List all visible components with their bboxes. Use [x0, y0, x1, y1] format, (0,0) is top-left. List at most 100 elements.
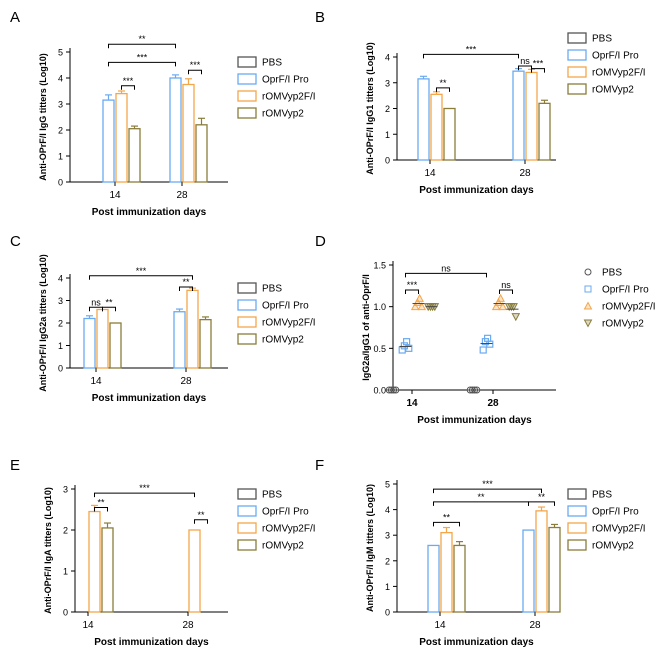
legend-item-romvyp2f-i-swatch [567, 522, 587, 534]
bar-oprf-i-pro [173, 311, 186, 369]
significance-label: ** [439, 78, 447, 88]
legend-item-romvyp2-swatch [567, 539, 587, 551]
significance-label: ** [138, 34, 146, 44]
bar-romvyp2f-i [186, 289, 199, 369]
significance-label: ** [182, 277, 190, 287]
significance-bracket [499, 289, 513, 294]
significance-bracket [518, 65, 532, 71]
x-tick-label: 28 [519, 168, 531, 179]
legend-item-pbs-label: PBS [262, 58, 282, 69]
legend-item-romvyp2f-i-label: rOMVyp2F/I [262, 92, 316, 103]
point-oprf-i-pro [479, 346, 487, 354]
y-tick-label: 1.0 [373, 302, 386, 312]
y-tick-label: 0 [385, 608, 390, 618]
point-romvyp2f-i [491, 302, 501, 311]
panel-b: B 0 1 2 3 4 14 28 Post immunization days Anti-OPr… [315, 9, 646, 196]
y-tick-label: 2 [63, 526, 68, 536]
panel-f: F 0 1 2 3 4 5 14 28 Post immunization days Anti-OP… [315, 457, 646, 648]
significance-label: ns [520, 56, 530, 66]
bar-romvyp2 [548, 526, 561, 613]
point-romvyp2f-i [415, 293, 424, 302]
panel-d: D 0.0 0.5 1.0 1.5 14 28 Post immunization days I… [315, 233, 656, 426]
bar-romvyp2 [195, 124, 208, 183]
x-axis-label: Post immunization days [419, 637, 534, 648]
significance-bracket [121, 85, 135, 90]
x-tick-label: 28 [176, 190, 188, 201]
significance-bracket [423, 53, 519, 59]
point-oprf-i-pro [486, 340, 494, 348]
y-tick-label: 1 [58, 152, 63, 162]
significance-bracket [531, 68, 545, 73]
point-oprf-i-pro [405, 344, 413, 352]
legend-item-oprf-i-pro-label: OprF/I Pro [592, 507, 639, 518]
bar-oprf-i-pro [512, 70, 525, 161]
y-tick-label: 1.5 [373, 261, 386, 271]
legend-item-oprf-i-pro-label: OprF/I Pro [262, 507, 309, 518]
panel-label: D [315, 233, 326, 250]
bar-oprf-i-pro [427, 544, 440, 613]
y-tick-label: 5 [385, 480, 390, 490]
legend-item-pbs-label: PBS [592, 34, 612, 45]
y-tick-label: 2 [58, 319, 63, 329]
legend-item-romvyp2-label: rOMVyp2 [592, 541, 634, 552]
significance-label: ** [443, 512, 451, 522]
bar-romvyp2 [109, 322, 122, 369]
significance-bracket [436, 87, 450, 92]
legend-item-oprf-i-pro-swatch [567, 49, 587, 61]
y-tick-label: 2 [385, 556, 390, 566]
y-tick-label: 4 [385, 53, 390, 63]
significance-bracket [433, 488, 542, 494]
legend-item-oprf-i-pro-swatch [237, 299, 257, 311]
bar-romvyp2f-i [96, 308, 109, 369]
significance-bracket [94, 506, 108, 512]
y-tick-label: 0 [58, 178, 63, 188]
bar-romvyp2 [128, 128, 141, 183]
point-romvyp2f-i [496, 293, 505, 302]
y-tick-label: 4 [58, 74, 63, 84]
point-oprf-i-pro [398, 346, 406, 354]
y-tick-label: 1 [63, 567, 68, 577]
y-tick-label: 1 [385, 582, 390, 592]
significance-bracket [194, 519, 208, 524]
bar-romvyp2 [453, 544, 466, 613]
bar-romvyp2 [199, 318, 212, 369]
x-tick-label: 14 [424, 168, 436, 179]
legend-item-romvyp2f-i-label: rOMVyp2F/I [592, 524, 646, 535]
significance-label: ** [97, 497, 105, 507]
y-tick-label: 3 [63, 485, 68, 495]
significance-bracket [89, 275, 193, 280]
bar-oprf-i-pro [522, 529, 535, 613]
x-tick-label: 14 [109, 190, 121, 201]
point-romvyp2f-i [498, 302, 508, 311]
significance-label: *** [533, 59, 544, 69]
bar-oprf-i-pro [169, 77, 182, 183]
legend-item-oprf-i-pro-label: OprF/I Pro [592, 51, 639, 62]
y-tick-label: 1 [385, 130, 390, 140]
x-tick-label: 14 [90, 376, 102, 387]
panel-label: F [315, 457, 324, 474]
significance-label: ns [91, 297, 101, 307]
bar-romvyp2 [101, 527, 114, 613]
legend-item-pbs-label: PBS [602, 268, 622, 279]
y-tick-label: 2 [385, 104, 390, 114]
legend-item-romvyp2f-i-label: rOMVyp2F/I [262, 318, 316, 329]
legend-item-romvyp2-swatch [237, 107, 257, 119]
significance-bracket [108, 61, 176, 67]
significance-label: ** [197, 510, 205, 520]
point-romvyp2 [511, 313, 521, 322]
y-tick-label: 0 [385, 156, 390, 166]
point-romvyp2 [509, 303, 518, 312]
x-tick-label: 14 [434, 620, 446, 631]
significance-bracket [528, 501, 555, 506]
x-axis-label: Post immunization days [417, 415, 532, 426]
legend-item-pbs-swatch [237, 282, 257, 294]
significance-label: *** [407, 280, 418, 290]
y-tick-label: 0.5 [373, 344, 386, 354]
point-oprf-i-pro [403, 338, 411, 346]
legend-item-romvyp2-label: rOMVyp2 [262, 541, 304, 552]
panel-label: B [315, 9, 325, 26]
bar-romvyp2f-i [430, 93, 443, 161]
legend-item-pbs-swatch [567, 32, 587, 44]
legend-item-pbs-swatch [237, 56, 257, 68]
